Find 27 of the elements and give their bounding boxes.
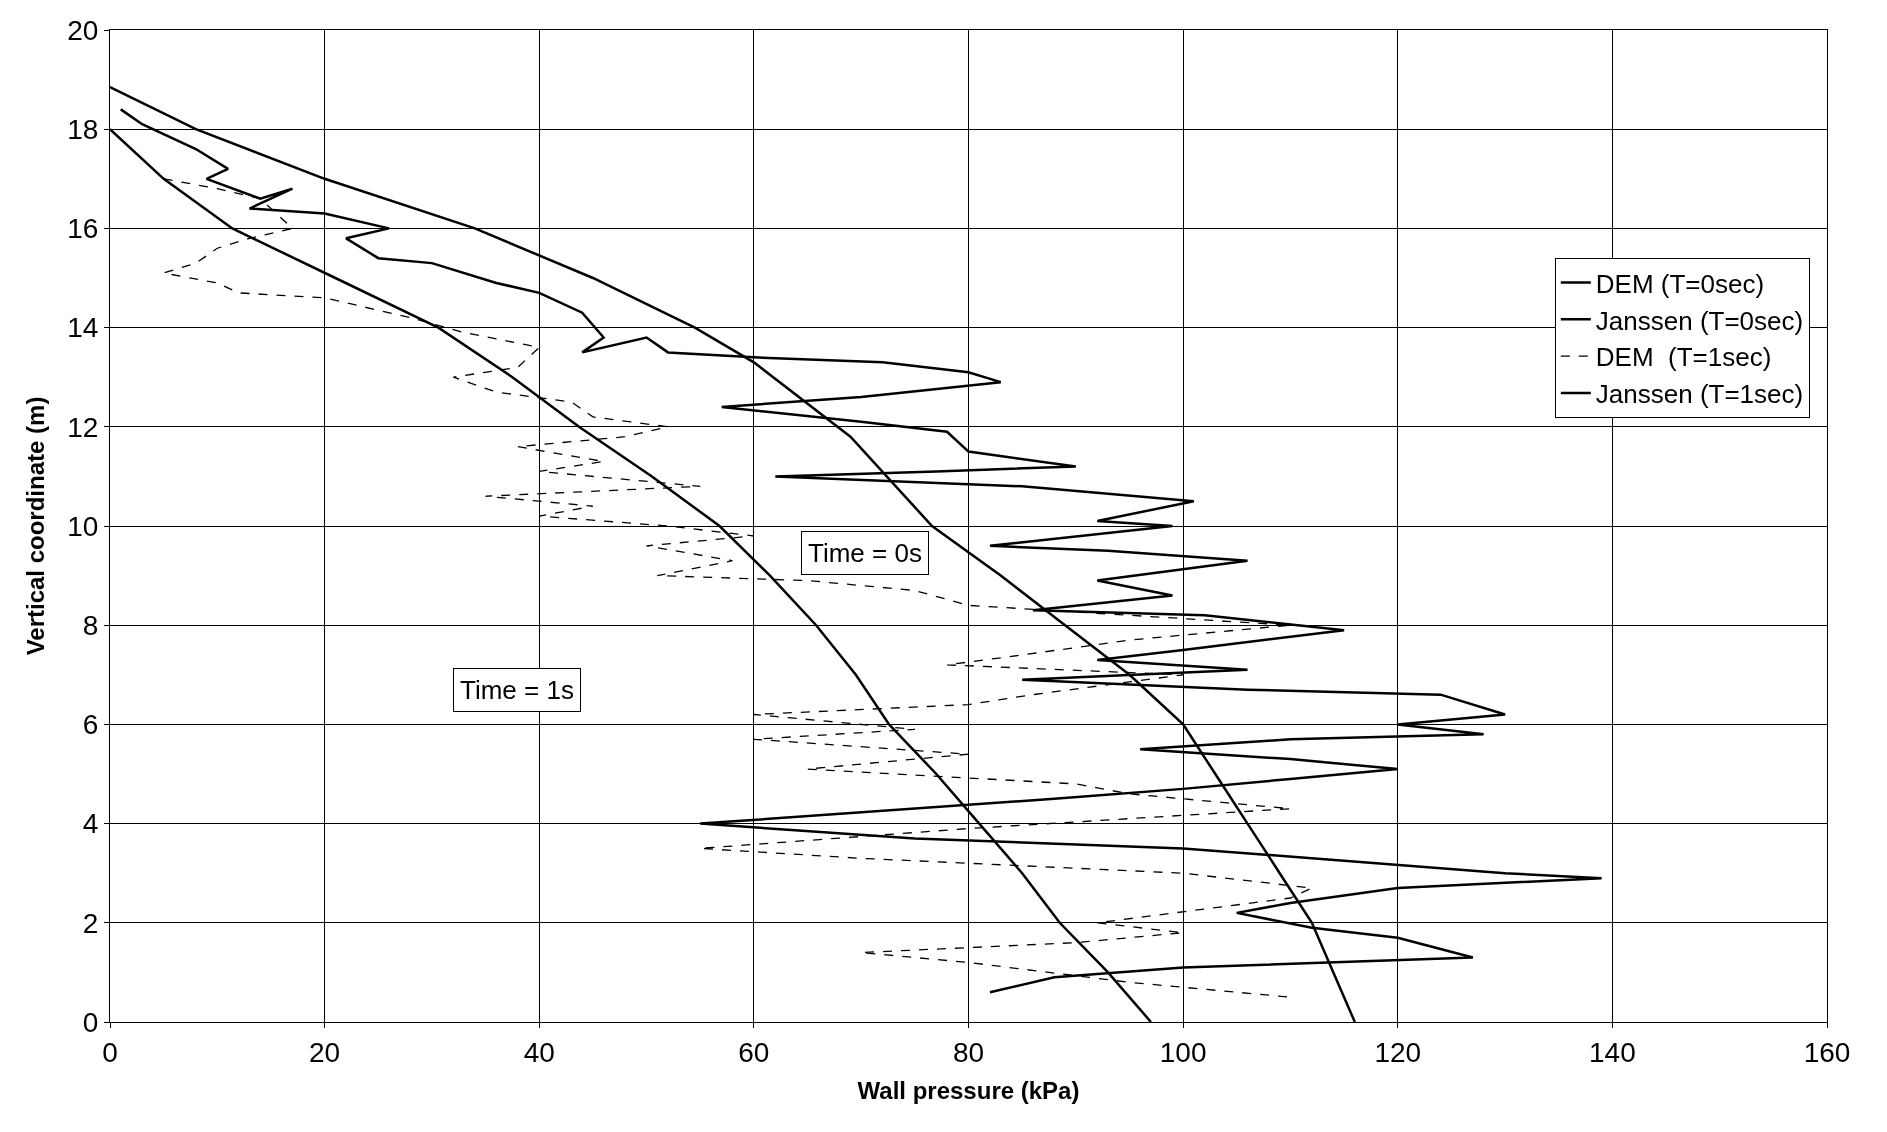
- y-tick-label: 0: [82, 1006, 99, 1038]
- y-tick-label: 20: [67, 14, 99, 46]
- x-tick-label: 120: [1374, 1036, 1422, 1068]
- x-tick-label: 140: [1589, 1036, 1636, 1068]
- y-tick-label: 12: [67, 411, 99, 443]
- legend-label: DEM (T=0sec): [1595, 268, 1765, 299]
- legend-label: Janssen (T=1sec): [1595, 379, 1804, 410]
- y-tick-label: 10: [67, 510, 99, 542]
- y-tick-label: 6: [82, 709, 99, 741]
- y-tick-label: 18: [67, 114, 99, 145]
- y-tick-label: 16: [67, 213, 99, 245]
- y-tick-label: 14: [67, 312, 99, 344]
- x-tick-label: 100: [1159, 1036, 1207, 1068]
- legend-label: DEM (T=1sec): [1595, 342, 1772, 373]
- x-tick-label: 20: [309, 1036, 341, 1068]
- x-tick-label: 160: [1803, 1036, 1851, 1068]
- x-tick-label: 60: [738, 1036, 770, 1068]
- y-axis-title: Vertical coordinate (m): [22, 396, 50, 656]
- annotation: Time = 1s: [460, 675, 574, 705]
- x-tick-label: 80: [952, 1036, 985, 1068]
- x-axis-title: Wall pressure (kPa): [857, 1076, 1080, 1104]
- x-tick-label: 40: [523, 1036, 555, 1068]
- annotation: Time = 0s: [808, 538, 922, 568]
- y-tick-label: 4: [82, 808, 99, 840]
- y-tick-label: 8: [82, 610, 99, 641]
- legend-label: Janssen (T=0sec): [1595, 305, 1804, 336]
- y-tick-label: 2: [82, 907, 99, 939]
